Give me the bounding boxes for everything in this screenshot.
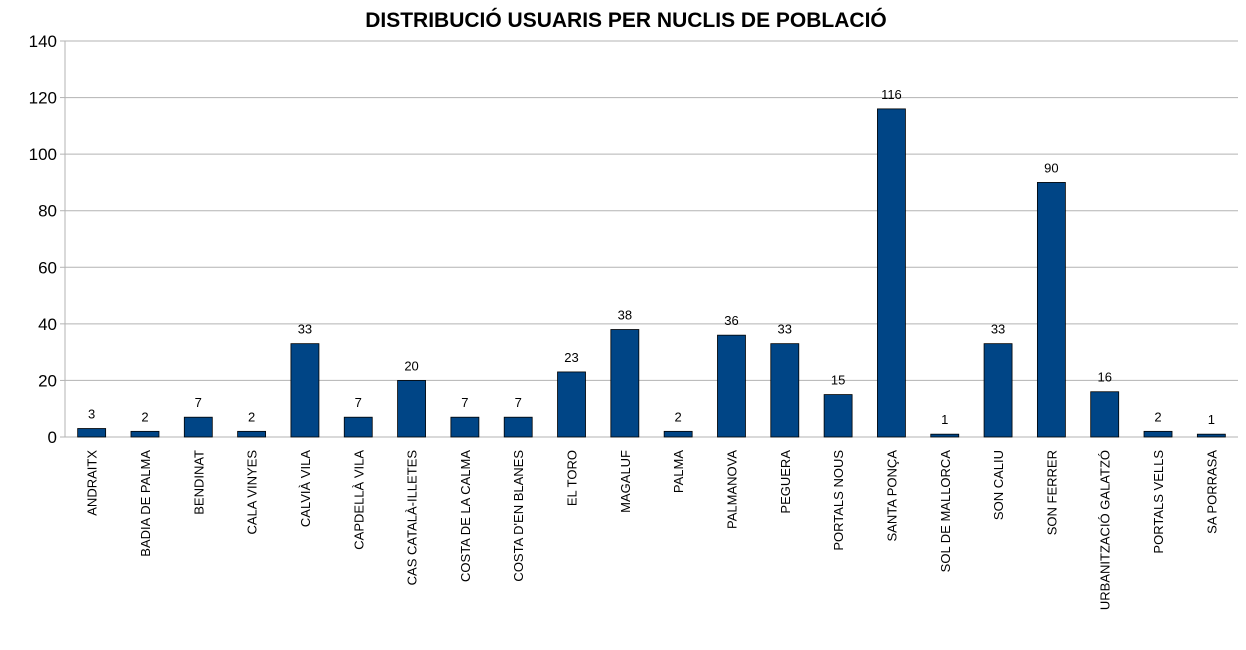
- bar: [450, 416, 480, 438]
- x-tick-label: SANTA PONÇA: [884, 450, 899, 542]
- data-label: 2: [675, 409, 682, 424]
- data-label: 2: [141, 409, 148, 424]
- bar: [557, 371, 586, 438]
- bar: [343, 416, 373, 438]
- bar: [183, 416, 213, 438]
- x-tick-label: URBANITZACIÓ GALATZÓ: [1098, 450, 1113, 610]
- data-label: 15: [831, 373, 845, 388]
- bar: [663, 430, 693, 438]
- x-tick-label: PORTALS NOUS: [831, 450, 846, 551]
- x-tick-label: PEGUERA: [778, 450, 793, 514]
- data-label: 90: [1044, 160, 1058, 175]
- data-label: 7: [461, 395, 468, 410]
- data-label: 2: [248, 409, 255, 424]
- y-tick-label: 140: [29, 32, 57, 51]
- bar: [930, 433, 960, 438]
- x-tick-label: CAS CATALÀ-ILLETES: [405, 450, 420, 586]
- data-label: 116: [881, 87, 902, 102]
- bar: [1036, 182, 1066, 438]
- y-tick-label: 40: [38, 315, 57, 334]
- data-label: 3: [88, 407, 95, 422]
- data-label: 16: [1097, 370, 1111, 385]
- x-tick-label: COSTA D'EN BLANES: [511, 450, 526, 582]
- x-tick-label: MAGALUF: [618, 450, 633, 513]
- data-label: 33: [991, 322, 1005, 337]
- data-label: 33: [778, 322, 792, 337]
- data-label: 33: [298, 322, 312, 337]
- x-tick-label: SA PORRASA: [1204, 450, 1219, 534]
- bar: [503, 416, 533, 438]
- bar: [877, 108, 906, 438]
- y-tick-label: 80: [38, 202, 57, 221]
- x-tick-label: CALA VINYES: [245, 450, 260, 535]
- y-tick-label: 20: [38, 371, 57, 390]
- data-label: 20: [404, 358, 418, 373]
- x-tick-label: CAPDELLÀ VILA: [351, 450, 366, 550]
- x-tick-label: PORTALS VELLS: [1151, 450, 1166, 554]
- bar: [717, 334, 746, 438]
- x-tick-label: CALVIÀ VILA: [298, 450, 313, 527]
- x-tick-label: BADIA DE PALMA: [138, 450, 153, 557]
- y-tick-label: 0: [48, 428, 57, 447]
- x-tick-label: SON FERRER: [1044, 450, 1059, 535]
- x-tick-label: COSTA DE LA CALMA: [458, 450, 473, 582]
- x-tick-label: BENDINAT: [191, 450, 206, 515]
- y-tick-label: 60: [38, 258, 57, 277]
- bar: [823, 394, 853, 438]
- bar: [397, 380, 426, 438]
- x-tick-label: SOL DE MALLORCA: [938, 450, 953, 573]
- y-tick-label: 120: [29, 89, 57, 108]
- bar: [130, 430, 160, 438]
- x-tick-label: EL TORO: [565, 450, 580, 506]
- bar: [610, 329, 640, 438]
- bar: [983, 343, 1013, 438]
- x-tick-label: PALMA: [671, 450, 686, 493]
- x-tick-label: SON CALIU: [991, 450, 1006, 520]
- data-label: 1: [941, 412, 948, 427]
- data-label: 36: [724, 313, 738, 328]
- data-label: 7: [515, 395, 522, 410]
- data-label: 23: [564, 350, 578, 365]
- bar: [77, 428, 107, 438]
- chart-title: DISTRIBUCIÓ USUARIS PER NUCLIS DE POBLAC…: [365, 8, 887, 32]
- data-label: 2: [1154, 409, 1161, 424]
- bar: [1196, 433, 1226, 438]
- x-tick-label: ANDRAITX: [85, 450, 100, 516]
- y-tick-label: 100: [29, 145, 57, 164]
- bar: [290, 343, 320, 438]
- data-label: 1: [1208, 412, 1215, 427]
- bar: [237, 430, 267, 438]
- data-label: 7: [195, 395, 202, 410]
- bar: [1090, 391, 1120, 438]
- data-label: 38: [618, 308, 632, 323]
- bar: [770, 343, 800, 438]
- bar: [1143, 430, 1173, 438]
- data-label: 7: [355, 395, 362, 410]
- x-tick-label: PALMANOVA: [724, 450, 739, 529]
